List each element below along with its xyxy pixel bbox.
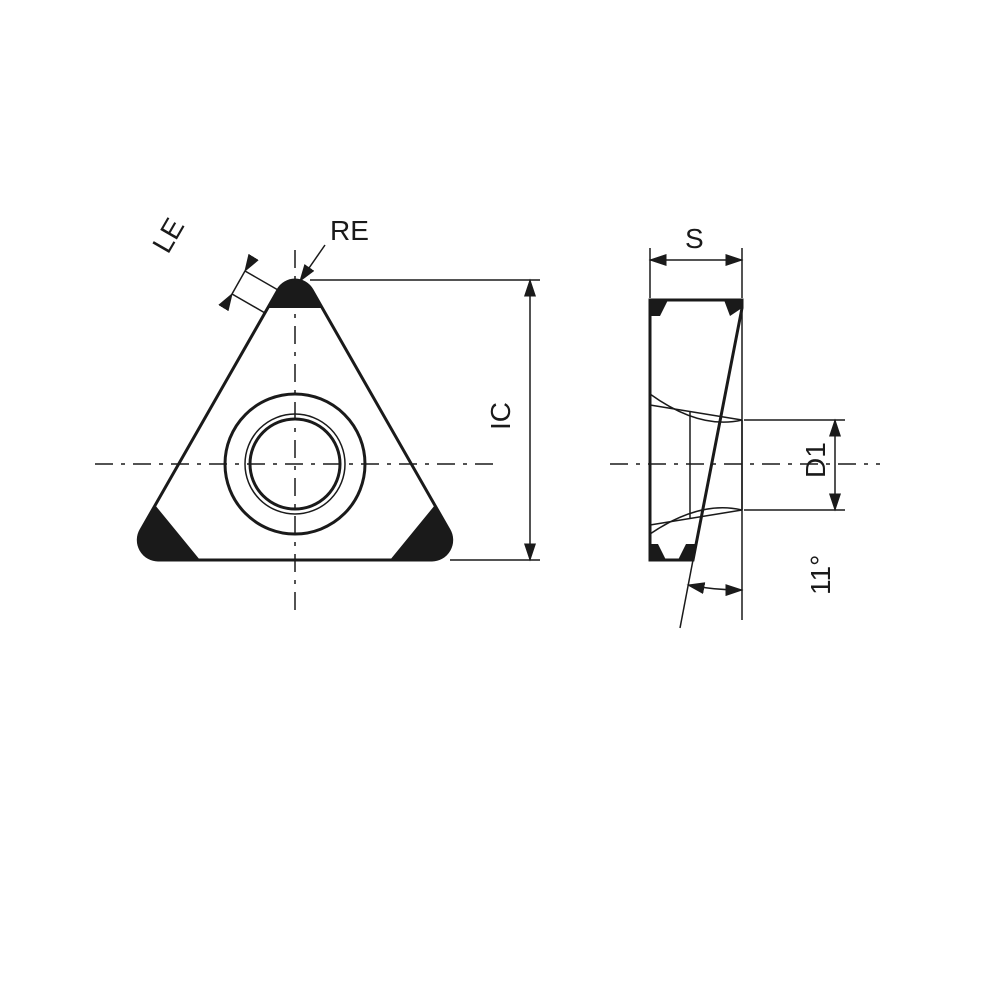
side-top-dark-left: [650, 300, 668, 316]
side-bot-dark-left: [650, 544, 666, 560]
label-ic: IC: [485, 402, 516, 430]
corner-right: [390, 505, 452, 560]
technical-drawing: IC RE LE: [0, 0, 1000, 1000]
label-angle: 11°: [805, 555, 836, 595]
side-outline: [650, 300, 742, 560]
corner-top: [268, 280, 322, 308]
dim-re: RE: [300, 215, 369, 281]
label-s: S: [685, 223, 704, 254]
label-d1: D1: [800, 442, 831, 478]
front-view: IC RE LE: [95, 213, 540, 610]
dim-le: LE: [146, 213, 278, 313]
label-re: RE: [330, 215, 369, 246]
dim-d1: D1: [744, 420, 845, 510]
side-view: S D1 11°: [610, 223, 880, 628]
side-top-dark-right: [724, 300, 742, 316]
dim-s: S: [650, 223, 742, 298]
corner-left: [138, 505, 200, 560]
label-le: LE: [146, 213, 190, 258]
side-bot-dark-right: [678, 544, 696, 560]
